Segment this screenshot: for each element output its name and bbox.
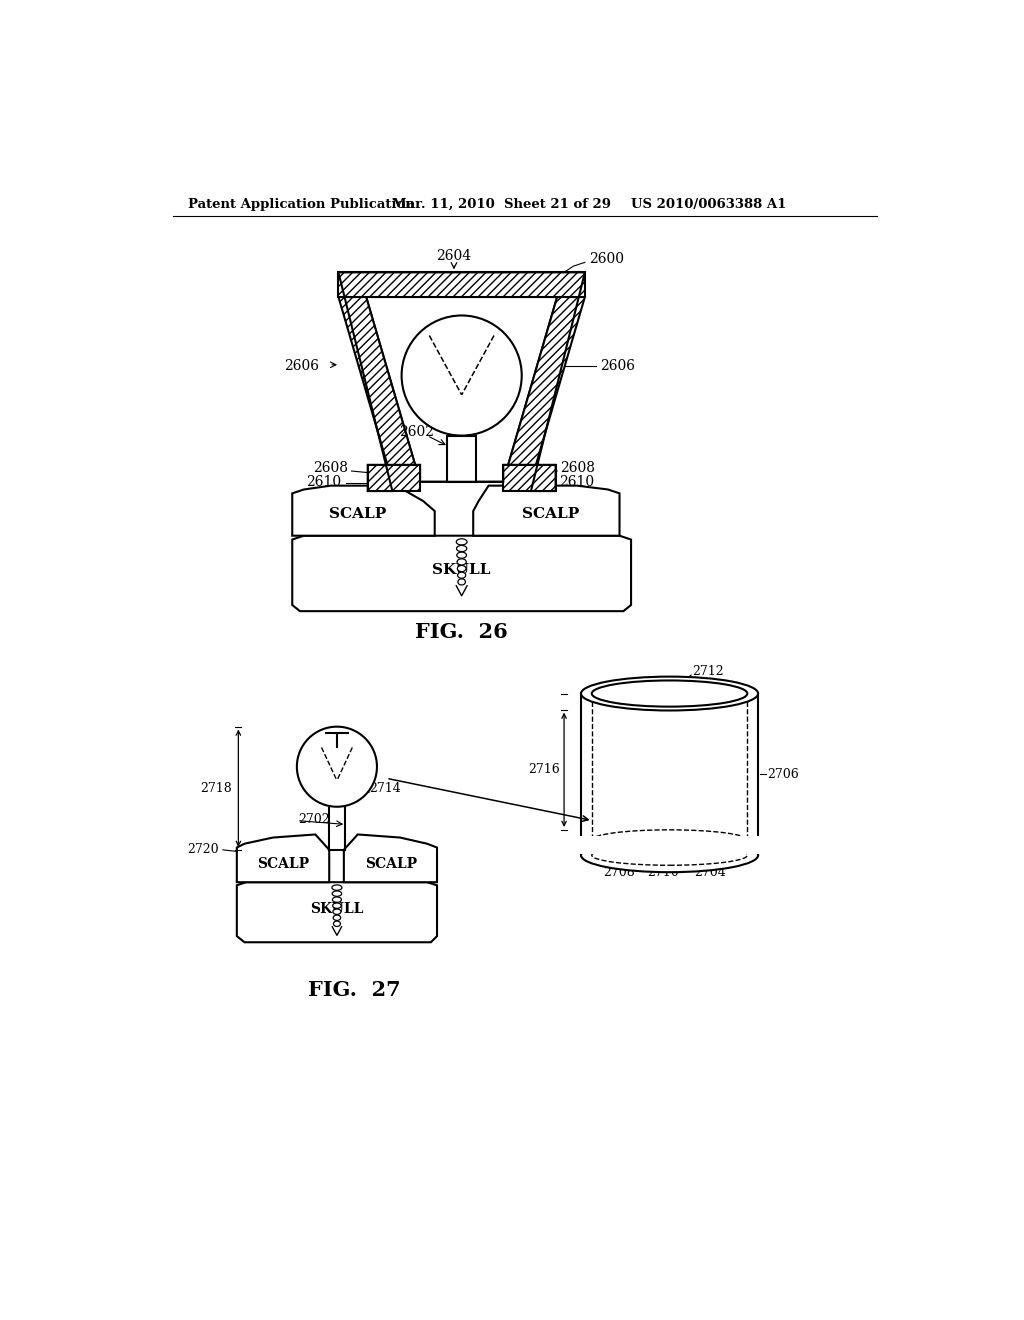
- Text: 2718: 2718: [201, 781, 232, 795]
- Ellipse shape: [457, 539, 467, 545]
- Ellipse shape: [592, 681, 748, 706]
- Ellipse shape: [333, 903, 341, 908]
- Ellipse shape: [592, 830, 748, 850]
- Text: FIG.  26: FIG. 26: [416, 622, 508, 642]
- Text: SKULL: SKULL: [432, 564, 490, 577]
- Bar: [447, 436, 476, 482]
- Text: Patent Application Publication: Patent Application Publication: [188, 198, 415, 211]
- Text: 2708: 2708: [603, 866, 635, 879]
- Text: 2714: 2714: [370, 781, 401, 795]
- Polygon shape: [292, 536, 631, 611]
- Polygon shape: [503, 465, 556, 491]
- Text: 2720: 2720: [187, 843, 219, 857]
- Polygon shape: [237, 882, 437, 942]
- Text: 2706: 2706: [767, 768, 799, 781]
- Text: 2608: 2608: [560, 461, 595, 475]
- Bar: [590, 840, 749, 854]
- Text: US 2010/0063388 A1: US 2010/0063388 A1: [631, 198, 786, 211]
- Ellipse shape: [457, 558, 466, 565]
- Text: SCALP: SCALP: [521, 507, 579, 521]
- Text: 2606: 2606: [600, 359, 635, 374]
- Ellipse shape: [333, 915, 341, 920]
- Polygon shape: [339, 297, 420, 482]
- Text: 2716: 2716: [527, 763, 559, 776]
- Text: SCALP: SCALP: [257, 857, 309, 871]
- Text: 2610: 2610: [306, 475, 342, 488]
- Text: Mar. 11, 2010  Sheet 21 of 29: Mar. 11, 2010 Sheet 21 of 29: [392, 198, 611, 211]
- Circle shape: [297, 726, 377, 807]
- Polygon shape: [237, 834, 330, 882]
- Ellipse shape: [458, 572, 466, 578]
- Ellipse shape: [458, 565, 466, 572]
- Text: 2602: 2602: [399, 425, 434, 438]
- Ellipse shape: [333, 898, 341, 903]
- Ellipse shape: [581, 838, 758, 873]
- Text: 2712: 2712: [692, 665, 724, 678]
- Text: 2610: 2610: [559, 475, 594, 488]
- Polygon shape: [368, 465, 420, 491]
- Text: 2710: 2710: [647, 866, 679, 879]
- Ellipse shape: [333, 909, 341, 915]
- Ellipse shape: [581, 677, 758, 710]
- Text: FIG.  27: FIG. 27: [307, 979, 400, 1001]
- Text: 2604: 2604: [436, 249, 471, 263]
- Text: 2702: 2702: [298, 813, 330, 825]
- Polygon shape: [339, 272, 585, 297]
- Ellipse shape: [334, 921, 340, 927]
- Text: 2700: 2700: [692, 837, 724, 850]
- Circle shape: [401, 315, 521, 436]
- Ellipse shape: [457, 552, 467, 558]
- Ellipse shape: [332, 884, 342, 890]
- Text: SCALP: SCALP: [365, 857, 417, 871]
- Ellipse shape: [457, 545, 467, 552]
- Ellipse shape: [458, 578, 466, 585]
- Text: SCALP: SCALP: [329, 507, 386, 521]
- Polygon shape: [367, 297, 557, 482]
- Ellipse shape: [332, 891, 342, 896]
- Polygon shape: [344, 834, 437, 882]
- Polygon shape: [292, 486, 435, 536]
- Text: 2600: 2600: [589, 252, 624, 265]
- Text: 2606: 2606: [285, 359, 319, 374]
- Text: 2704: 2704: [693, 866, 725, 879]
- Polygon shape: [503, 297, 585, 482]
- Polygon shape: [473, 486, 620, 536]
- Text: SKULL: SKULL: [310, 902, 364, 916]
- Text: 2608: 2608: [313, 461, 348, 475]
- Bar: [580, 836, 760, 854]
